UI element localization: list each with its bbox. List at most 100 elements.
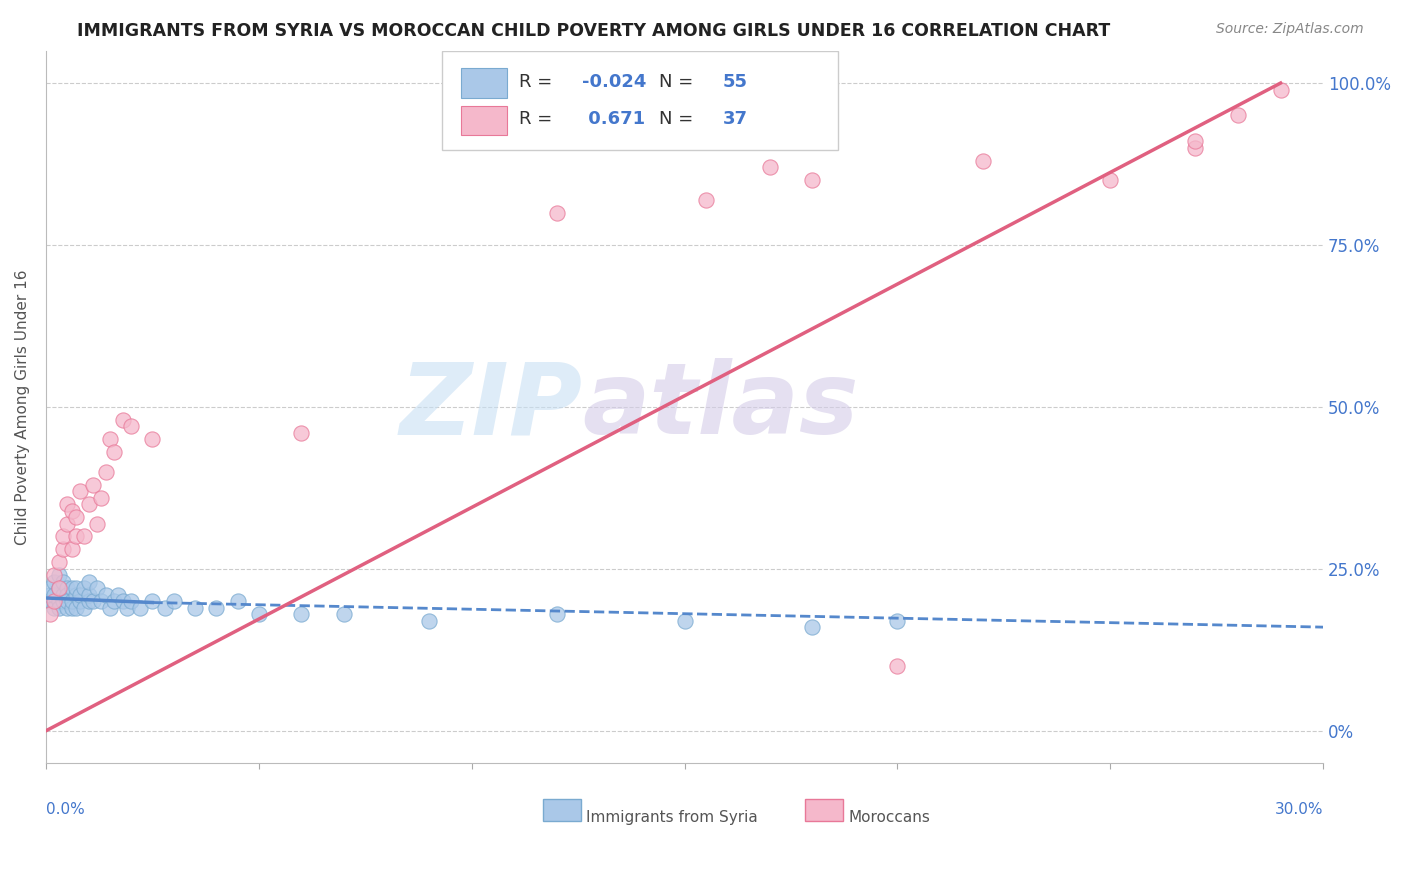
Point <box>69 594 91 608</box>
Point <box>65 588 87 602</box>
Point <box>801 173 824 187</box>
Point <box>48 555 70 569</box>
Point <box>56 581 79 595</box>
Point <box>52 542 75 557</box>
Point <box>44 600 66 615</box>
Point <box>418 614 440 628</box>
Point <box>44 588 66 602</box>
Point <box>972 153 994 168</box>
FancyBboxPatch shape <box>461 69 508 98</box>
Text: -0.024: -0.024 <box>582 73 647 91</box>
Point <box>98 600 121 615</box>
Point <box>94 465 117 479</box>
Point <box>52 574 75 589</box>
Point <box>290 607 312 622</box>
Point <box>1270 82 1292 96</box>
Point <box>107 588 129 602</box>
Point <box>103 594 125 608</box>
Point <box>48 568 70 582</box>
Point <box>94 588 117 602</box>
Text: ZIP: ZIP <box>399 359 582 456</box>
Point <box>90 491 112 505</box>
Point <box>65 510 87 524</box>
Point <box>48 581 70 595</box>
Point <box>141 594 163 608</box>
Point <box>60 594 83 608</box>
Text: 30.0%: 30.0% <box>1275 802 1323 817</box>
Point <box>39 588 62 602</box>
FancyBboxPatch shape <box>804 799 844 821</box>
FancyBboxPatch shape <box>461 105 508 136</box>
Point <box>44 574 66 589</box>
Point <box>60 542 83 557</box>
Point <box>65 600 87 615</box>
Point <box>86 581 108 595</box>
FancyBboxPatch shape <box>441 51 838 151</box>
Point <box>60 503 83 517</box>
Point <box>103 445 125 459</box>
Text: 55: 55 <box>723 73 748 91</box>
Text: atlas: atlas <box>582 359 859 456</box>
Point <box>52 594 75 608</box>
Point <box>60 581 83 595</box>
Point <box>801 620 824 634</box>
Point <box>333 607 356 622</box>
Point <box>111 413 134 427</box>
Point <box>1184 141 1206 155</box>
Point <box>77 574 100 589</box>
Point <box>65 581 87 595</box>
Text: N =: N = <box>659 73 699 91</box>
Text: 37: 37 <box>723 110 748 128</box>
Point <box>69 484 91 499</box>
Point <box>184 600 207 615</box>
Point <box>546 205 568 219</box>
Point <box>69 588 91 602</box>
Point <box>1227 108 1250 122</box>
Point <box>1099 173 1122 187</box>
Point <box>120 594 142 608</box>
Text: N =: N = <box>659 110 699 128</box>
Point <box>77 594 100 608</box>
Point <box>73 600 96 615</box>
Text: Immigrants from Syria: Immigrants from Syria <box>586 810 758 825</box>
Point <box>56 600 79 615</box>
Point <box>48 594 70 608</box>
FancyBboxPatch shape <box>543 799 581 821</box>
Text: R =: R = <box>519 73 558 91</box>
Point <box>52 529 75 543</box>
Point <box>163 594 186 608</box>
Point <box>886 659 908 673</box>
Point <box>77 497 100 511</box>
Point <box>56 497 79 511</box>
Point <box>39 607 62 622</box>
Point <box>86 516 108 531</box>
Point <box>44 568 66 582</box>
Point <box>141 432 163 446</box>
Point <box>758 161 780 175</box>
Point <box>115 600 138 615</box>
Text: IMMIGRANTS FROM SYRIA VS MOROCCAN CHILD POVERTY AMONG GIRLS UNDER 16 CORRELATION: IMMIGRANTS FROM SYRIA VS MOROCCAN CHILD … <box>77 22 1111 40</box>
Point <box>226 594 249 608</box>
Point <box>52 588 75 602</box>
Point <box>39 594 62 608</box>
Point <box>695 193 717 207</box>
Point <box>128 600 150 615</box>
Text: Source: ZipAtlas.com: Source: ZipAtlas.com <box>1216 22 1364 37</box>
Point <box>247 607 270 622</box>
Point <box>82 594 104 608</box>
Text: 0.0%: 0.0% <box>46 802 84 817</box>
Point <box>205 600 228 615</box>
Point <box>39 581 62 595</box>
Point <box>82 477 104 491</box>
Point <box>56 594 79 608</box>
Point <box>120 419 142 434</box>
Point <box>48 600 70 615</box>
Point <box>886 614 908 628</box>
Point <box>546 607 568 622</box>
Y-axis label: Child Poverty Among Girls Under 16: Child Poverty Among Girls Under 16 <box>15 269 30 545</box>
Point <box>77 588 100 602</box>
Point <box>153 600 176 615</box>
Point <box>65 529 87 543</box>
Point <box>73 581 96 595</box>
Point <box>90 594 112 608</box>
